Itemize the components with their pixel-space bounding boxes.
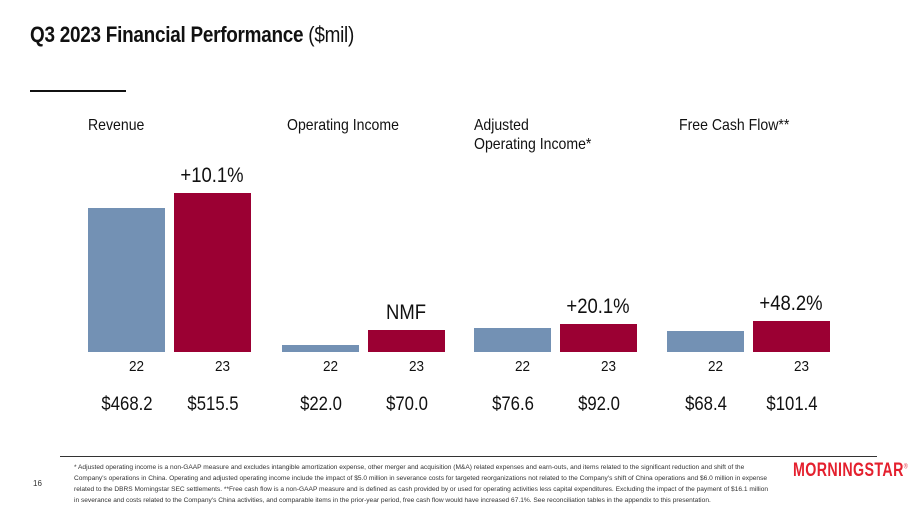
- title-main: Q3 2023 Financial Performance: [30, 22, 304, 47]
- series-header-line: Operating Income: [287, 117, 399, 134]
- bar-22: [88, 208, 165, 352]
- title-underline: [30, 90, 126, 92]
- value-label: $22.0: [300, 394, 342, 415]
- bar-23: [368, 330, 445, 352]
- value-label: $515.5: [187, 394, 239, 415]
- change-label: +10.1%: [180, 164, 244, 188]
- value-label: $101.4: [766, 394, 818, 415]
- value-label: $68.4: [685, 394, 727, 415]
- change-label: NMF: [385, 301, 427, 325]
- series-header-line: Operating Income*: [474, 136, 592, 153]
- bar-23: [753, 320, 830, 352]
- page-title: Q3 2023 Financial Performance ($mil): [30, 22, 354, 48]
- morningstar-logo: MORNINGSTAR®: [793, 460, 908, 481]
- bar-22: [474, 328, 551, 352]
- change-label: +48.2%: [759, 291, 823, 315]
- year-label: 23: [600, 358, 617, 375]
- value-label: $70.0: [386, 394, 428, 415]
- series-header: Revenue: [88, 116, 144, 135]
- year-label: 23: [214, 358, 231, 375]
- series-header-line: Revenue: [88, 117, 145, 134]
- year-label: 22: [322, 358, 339, 375]
- series-header-line: Adjusted: [474, 117, 529, 134]
- value-label: $92.0: [578, 394, 620, 415]
- bar-23: [560, 323, 637, 352]
- value-label: $468.2: [101, 394, 153, 415]
- page-number: 16: [33, 479, 42, 488]
- year-label: 22: [128, 358, 145, 375]
- bar-23: [174, 193, 251, 352]
- series-header: Operating Income: [287, 116, 399, 135]
- logo-text: MORNINGSTAR: [793, 460, 904, 481]
- footnote: * Adjusted operating income is a non-GAA…: [74, 464, 769, 504]
- series-header: Adjusted Operating Income*: [474, 116, 591, 154]
- title-unit: ($mil): [308, 22, 355, 47]
- change-label: +20.1%: [566, 294, 630, 318]
- bar-22: [667, 330, 744, 352]
- year-label: 23: [793, 358, 810, 375]
- value-label: $76.6: [492, 394, 534, 415]
- year-label: 22: [707, 358, 724, 375]
- bar-22: [282, 345, 359, 352]
- series-header-line: Free Cash Flow**: [679, 117, 790, 134]
- year-label: 22: [514, 358, 531, 375]
- series-header: Free Cash Flow**: [679, 116, 789, 135]
- year-label: 23: [408, 358, 425, 375]
- footer-divider: [60, 456, 877, 457]
